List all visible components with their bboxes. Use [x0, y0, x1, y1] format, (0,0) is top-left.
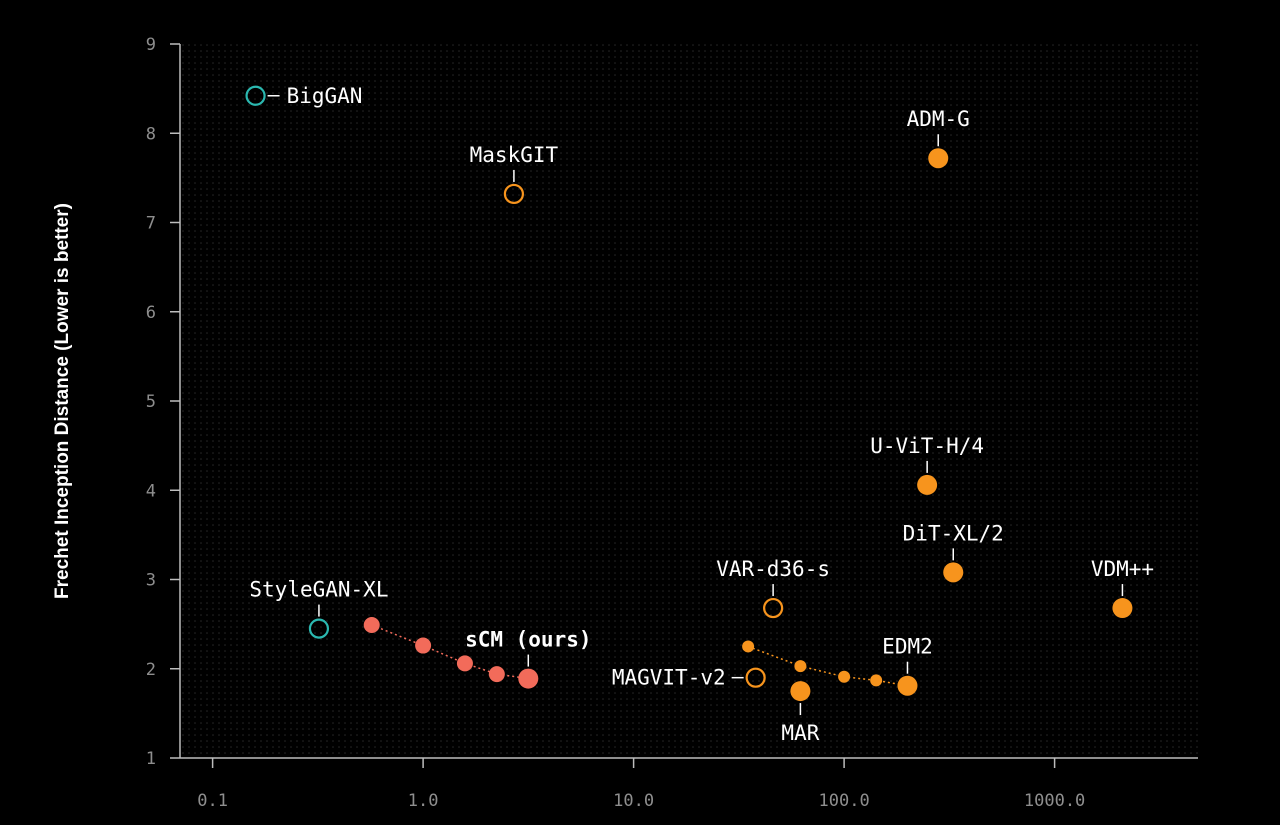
x-tick-label: 100.0 — [819, 791, 870, 811]
scm-ours-point — [415, 637, 432, 654]
edm2-point — [870, 674, 883, 687]
scm-ours-point — [488, 666, 505, 683]
x-tick-label: 1.0 — [408, 791, 439, 811]
vdm-label: VDM++ — [1091, 557, 1154, 581]
y-tick-label: 3 — [146, 571, 156, 591]
mar-point — [790, 681, 811, 702]
scm-ours-label: sCM (ours) — [465, 628, 591, 652]
u-vit-h-4-label: U-ViT-H/4 — [870, 434, 984, 458]
plot-background — [180, 44, 1198, 758]
magvit-v2-label: MAGVIT-v2 — [612, 666, 726, 690]
x-tick-label: 0.1 — [197, 791, 228, 811]
y-tick-label: 8 — [146, 124, 156, 144]
biggan-label: BigGAN — [287, 84, 363, 108]
maskgit-point — [503, 183, 525, 205]
stylegan-xl-point — [308, 618, 330, 639]
y-tick-label: 6 — [146, 303, 156, 323]
dit-xl-2-point — [943, 562, 964, 583]
y-axis-label: Frechet Inception Distance (Lower is bet… — [52, 203, 73, 599]
biggan-point — [245, 85, 266, 106]
edm2-point — [742, 640, 755, 653]
adm-g-label: ADM-G — [907, 107, 970, 131]
point-labels: sCM (ours) EDM2 BigGAN StyleGAN-XL MaskGIT AD… — [249, 84, 1154, 745]
edm2-point — [897, 675, 918, 696]
y-tick-label: 5 — [146, 392, 156, 412]
vdm-point — [1112, 598, 1133, 619]
u-vit-h-4-point — [917, 474, 938, 495]
y-tick-label: 9 — [146, 35, 156, 55]
scm-ours-point — [456, 655, 473, 672]
y-tick-label: 2 — [146, 660, 156, 680]
edm2-point — [794, 660, 807, 673]
scm-ours-point — [518, 668, 539, 689]
y-tick-label: 1 — [146, 749, 156, 769]
edm2-label: EDM2 — [882, 635, 933, 659]
y-axis-ticks: 1 2 3 4 5 6 7 8 9 — [146, 35, 180, 769]
stylegan-xl-label: StyleGAN-XL — [249, 578, 388, 602]
var-d36-s-point — [763, 597, 784, 619]
x-tick-label: 1000.0 — [1024, 791, 1085, 811]
dit-xl-2-label: DiT-XL/2 — [903, 521, 1004, 545]
y-tick-label: 4 — [146, 481, 156, 501]
adm-g-point — [928, 148, 949, 169]
x-tick-label: 10.0 — [613, 791, 654, 811]
magvit-v2-point — [745, 667, 766, 688]
markers — [245, 85, 1133, 702]
var-d36-s-label: VAR-d36-s — [716, 557, 830, 581]
edm2-point — [838, 670, 851, 683]
mar-label: MAR — [781, 721, 819, 745]
y-tick-label: 7 — [146, 214, 156, 234]
scm-ours-point — [363, 617, 380, 634]
x-axis-ticks: 0.1 1.0 10.0 100.0 1000.0 — [197, 758, 1085, 811]
maskgit-label: MaskGIT — [470, 143, 559, 167]
